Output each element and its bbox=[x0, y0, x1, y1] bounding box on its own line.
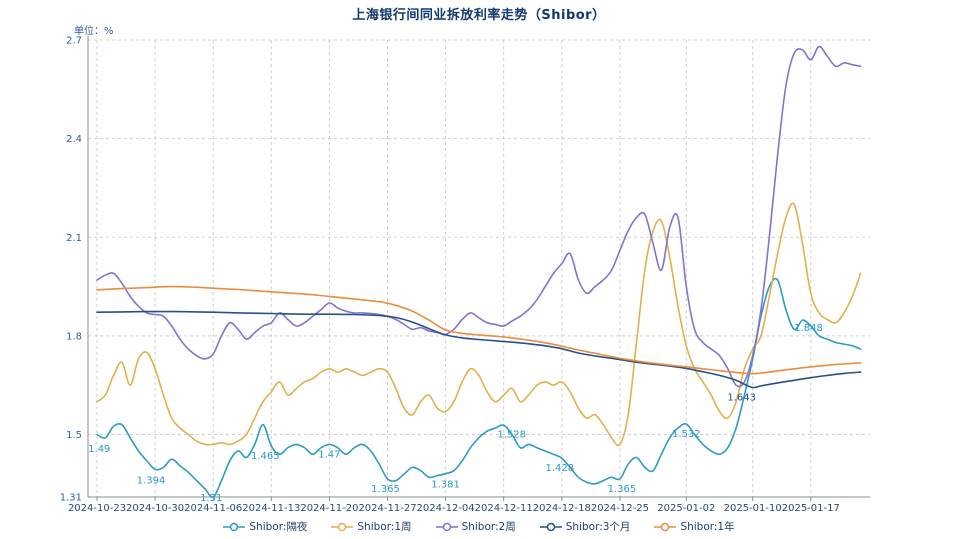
svg-text:1.5: 1.5 bbox=[66, 430, 82, 441]
legend-marker-icon bbox=[435, 522, 458, 531]
legend-item-4[interactable]: Shibor:1年 bbox=[654, 519, 735, 534]
legend-item-0[interactable]: Shibor:隔夜 bbox=[223, 519, 307, 534]
svg-text:2024-11-20: 2024-11-20 bbox=[300, 503, 358, 514]
svg-text:1.532: 1.532 bbox=[672, 429, 701, 440]
series-line-2 bbox=[96, 45, 862, 388]
legend-label: Shibor:1周 bbox=[357, 521, 412, 533]
axes bbox=[87, 36, 870, 501]
svg-text:2025-01-17: 2025-01-17 bbox=[782, 503, 840, 514]
legend-item-3[interactable]: Shibor:3个月 bbox=[539, 519, 631, 534]
svg-text:2025-01-02: 2025-01-02 bbox=[657, 503, 715, 514]
legend-label: Shibor:3个月 bbox=[565, 521, 631, 533]
svg-text:1.643: 1.643 bbox=[727, 393, 756, 404]
svg-text:2.4: 2.4 bbox=[66, 134, 82, 145]
svg-text:2.7: 2.7 bbox=[66, 36, 82, 47]
legend-label: Shibor:1年 bbox=[680, 521, 735, 533]
svg-text:1.848: 1.848 bbox=[794, 323, 823, 334]
svg-text:2024-11-06: 2024-11-06 bbox=[184, 503, 242, 514]
legend-label: Shibor:2周 bbox=[461, 521, 516, 533]
series-line-4 bbox=[96, 285, 862, 375]
svg-text:2024-12-18: 2024-12-18 bbox=[533, 503, 591, 514]
svg-text:1.394: 1.394 bbox=[137, 475, 166, 486]
chart-legend: Shibor:隔夜 Shibor:1周 Shibor:2周 Shibor:3个月 Shi… bbox=[0, 519, 958, 534]
series-lines bbox=[96, 45, 862, 498]
svg-text:2024-12-25: 2024-12-25 bbox=[591, 503, 649, 514]
legend-item-1[interactable]: Shibor:1周 bbox=[331, 519, 412, 534]
x-axis-labels: 2024-10-23 2024-10-30 2024-11-06 2024-11-13… bbox=[68, 503, 840, 514]
legend-marker-icon bbox=[223, 522, 246, 531]
svg-text:2024-12-11: 2024-12-11 bbox=[475, 503, 533, 514]
svg-text:1.47: 1.47 bbox=[318, 449, 340, 460]
legend-marker-icon bbox=[539, 522, 562, 531]
grid-lines bbox=[88, 39, 870, 497]
svg-text:1.428: 1.428 bbox=[545, 463, 574, 474]
chart-title: 上海银行间同业拆放利率走势（Shibor） bbox=[352, 8, 606, 23]
svg-text:2024-10-23: 2024-10-23 bbox=[68, 503, 126, 514]
svg-text:1.465: 1.465 bbox=[251, 451, 280, 462]
y-axis-labels: 1.31 1.5 1.8 2.1 2.4 2.7 bbox=[60, 36, 82, 504]
legend-label: Shibor:隔夜 bbox=[249, 521, 308, 533]
svg-text:2.1: 2.1 bbox=[66, 233, 82, 244]
svg-text:2024-11-27: 2024-11-27 bbox=[358, 503, 416, 514]
svg-text:2024-11-13: 2024-11-13 bbox=[242, 503, 300, 514]
svg-text:1.31: 1.31 bbox=[200, 493, 222, 504]
legend-marker-icon bbox=[654, 522, 677, 531]
svg-text:2024-12-04: 2024-12-04 bbox=[417, 503, 475, 514]
svg-text:2024-10-30: 2024-10-30 bbox=[126, 503, 184, 514]
series-line-3 bbox=[96, 310, 862, 389]
svg-text:1.365: 1.365 bbox=[371, 484, 400, 495]
point-labels: 1.49 1.394 1.31 1.465 1.47 1.365 1.381 1.528 1.4… bbox=[88, 323, 823, 504]
unit-label: 单位：% bbox=[74, 26, 114, 37]
series-line-0 bbox=[96, 277, 862, 498]
series-line-1 bbox=[96, 202, 862, 447]
svg-text:1.365: 1.365 bbox=[608, 484, 637, 495]
svg-text:1.8: 1.8 bbox=[66, 331, 82, 342]
svg-text:1.528: 1.528 bbox=[497, 429, 526, 440]
legend-item-2[interactable]: Shibor:2周 bbox=[435, 519, 516, 534]
legend-marker-icon bbox=[331, 522, 354, 531]
svg-text:1.49: 1.49 bbox=[88, 444, 110, 455]
svg-text:1.381: 1.381 bbox=[431, 480, 460, 491]
svg-text:1.31: 1.31 bbox=[60, 493, 82, 504]
svg-text:2025-01-10: 2025-01-10 bbox=[724, 503, 782, 514]
